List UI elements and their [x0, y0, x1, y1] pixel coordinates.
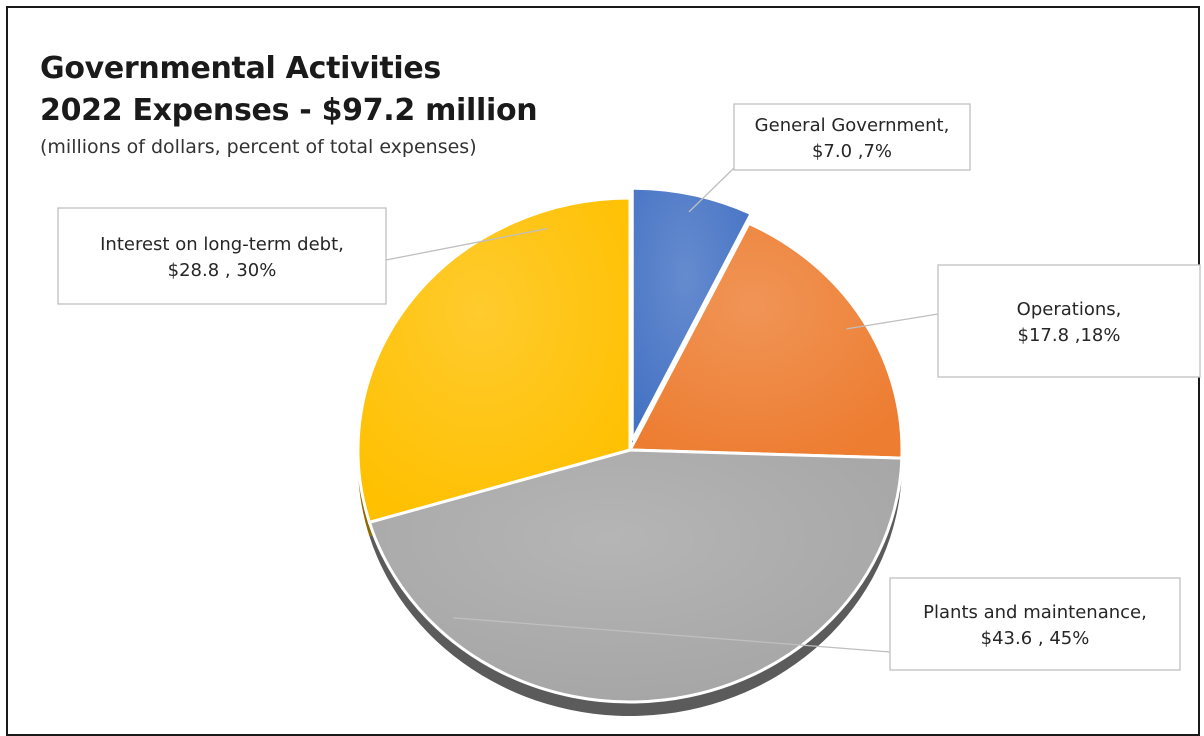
slice-value-plants-and-maintenance: $43.6 , 45%	[981, 628, 1090, 649]
slice-label-plants-and-maintenance: Plants and maintenance,	[923, 602, 1147, 623]
slice-highlight-general-government	[632, 188, 752, 441]
slice-value-general-government: $7.0 ,7%	[812, 141, 892, 162]
chart-title: Governmental Activities	[40, 51, 441, 86]
slice-label-interest-on-long-term-debt: Interest on long-term debt,	[100, 234, 344, 255]
callout-box-interest-on-long-term-debt	[57, 207, 387, 305]
slice-highlight-interest-on-long-term-debt	[357, 198, 630, 523]
chart-title-block: Governmental Activities 2022 Expenses - …	[40, 48, 538, 160]
slice-highlight-operations	[630, 223, 903, 459]
leader-line-operations	[846, 313, 939, 330]
slice-value-operations: $17.8 ,18%	[1018, 325, 1121, 346]
pie-slices	[356, 186, 904, 717]
leader-line-interest-on-long-term-debt	[385, 228, 547, 261]
leader-line-general-government	[688, 167, 735, 213]
callout-box-general-government	[733, 103, 971, 171]
callout-box-plants-and-maintenance	[889, 577, 1181, 671]
callout-box-operations	[937, 264, 1201, 378]
slice-label-general-government: General Government,	[755, 115, 950, 136]
chart-units-note: (millions of dollars, percent of total e…	[40, 136, 477, 158]
pie-callouts: General Government, $7.0 ,7% Operations, $1…	[57, 103, 1201, 671]
chart-title-expenses: 2022 Expenses - $97.2 million	[40, 93, 538, 128]
slice-label-operations: Operations,	[1017, 299, 1122, 320]
leader-line-plants-and-maintenance	[453, 617, 891, 653]
slice-highlight-plants-and-maintenance	[369, 450, 902, 702]
slice-value-interest-on-long-term-debt: $28.8 , 30%	[168, 260, 277, 281]
